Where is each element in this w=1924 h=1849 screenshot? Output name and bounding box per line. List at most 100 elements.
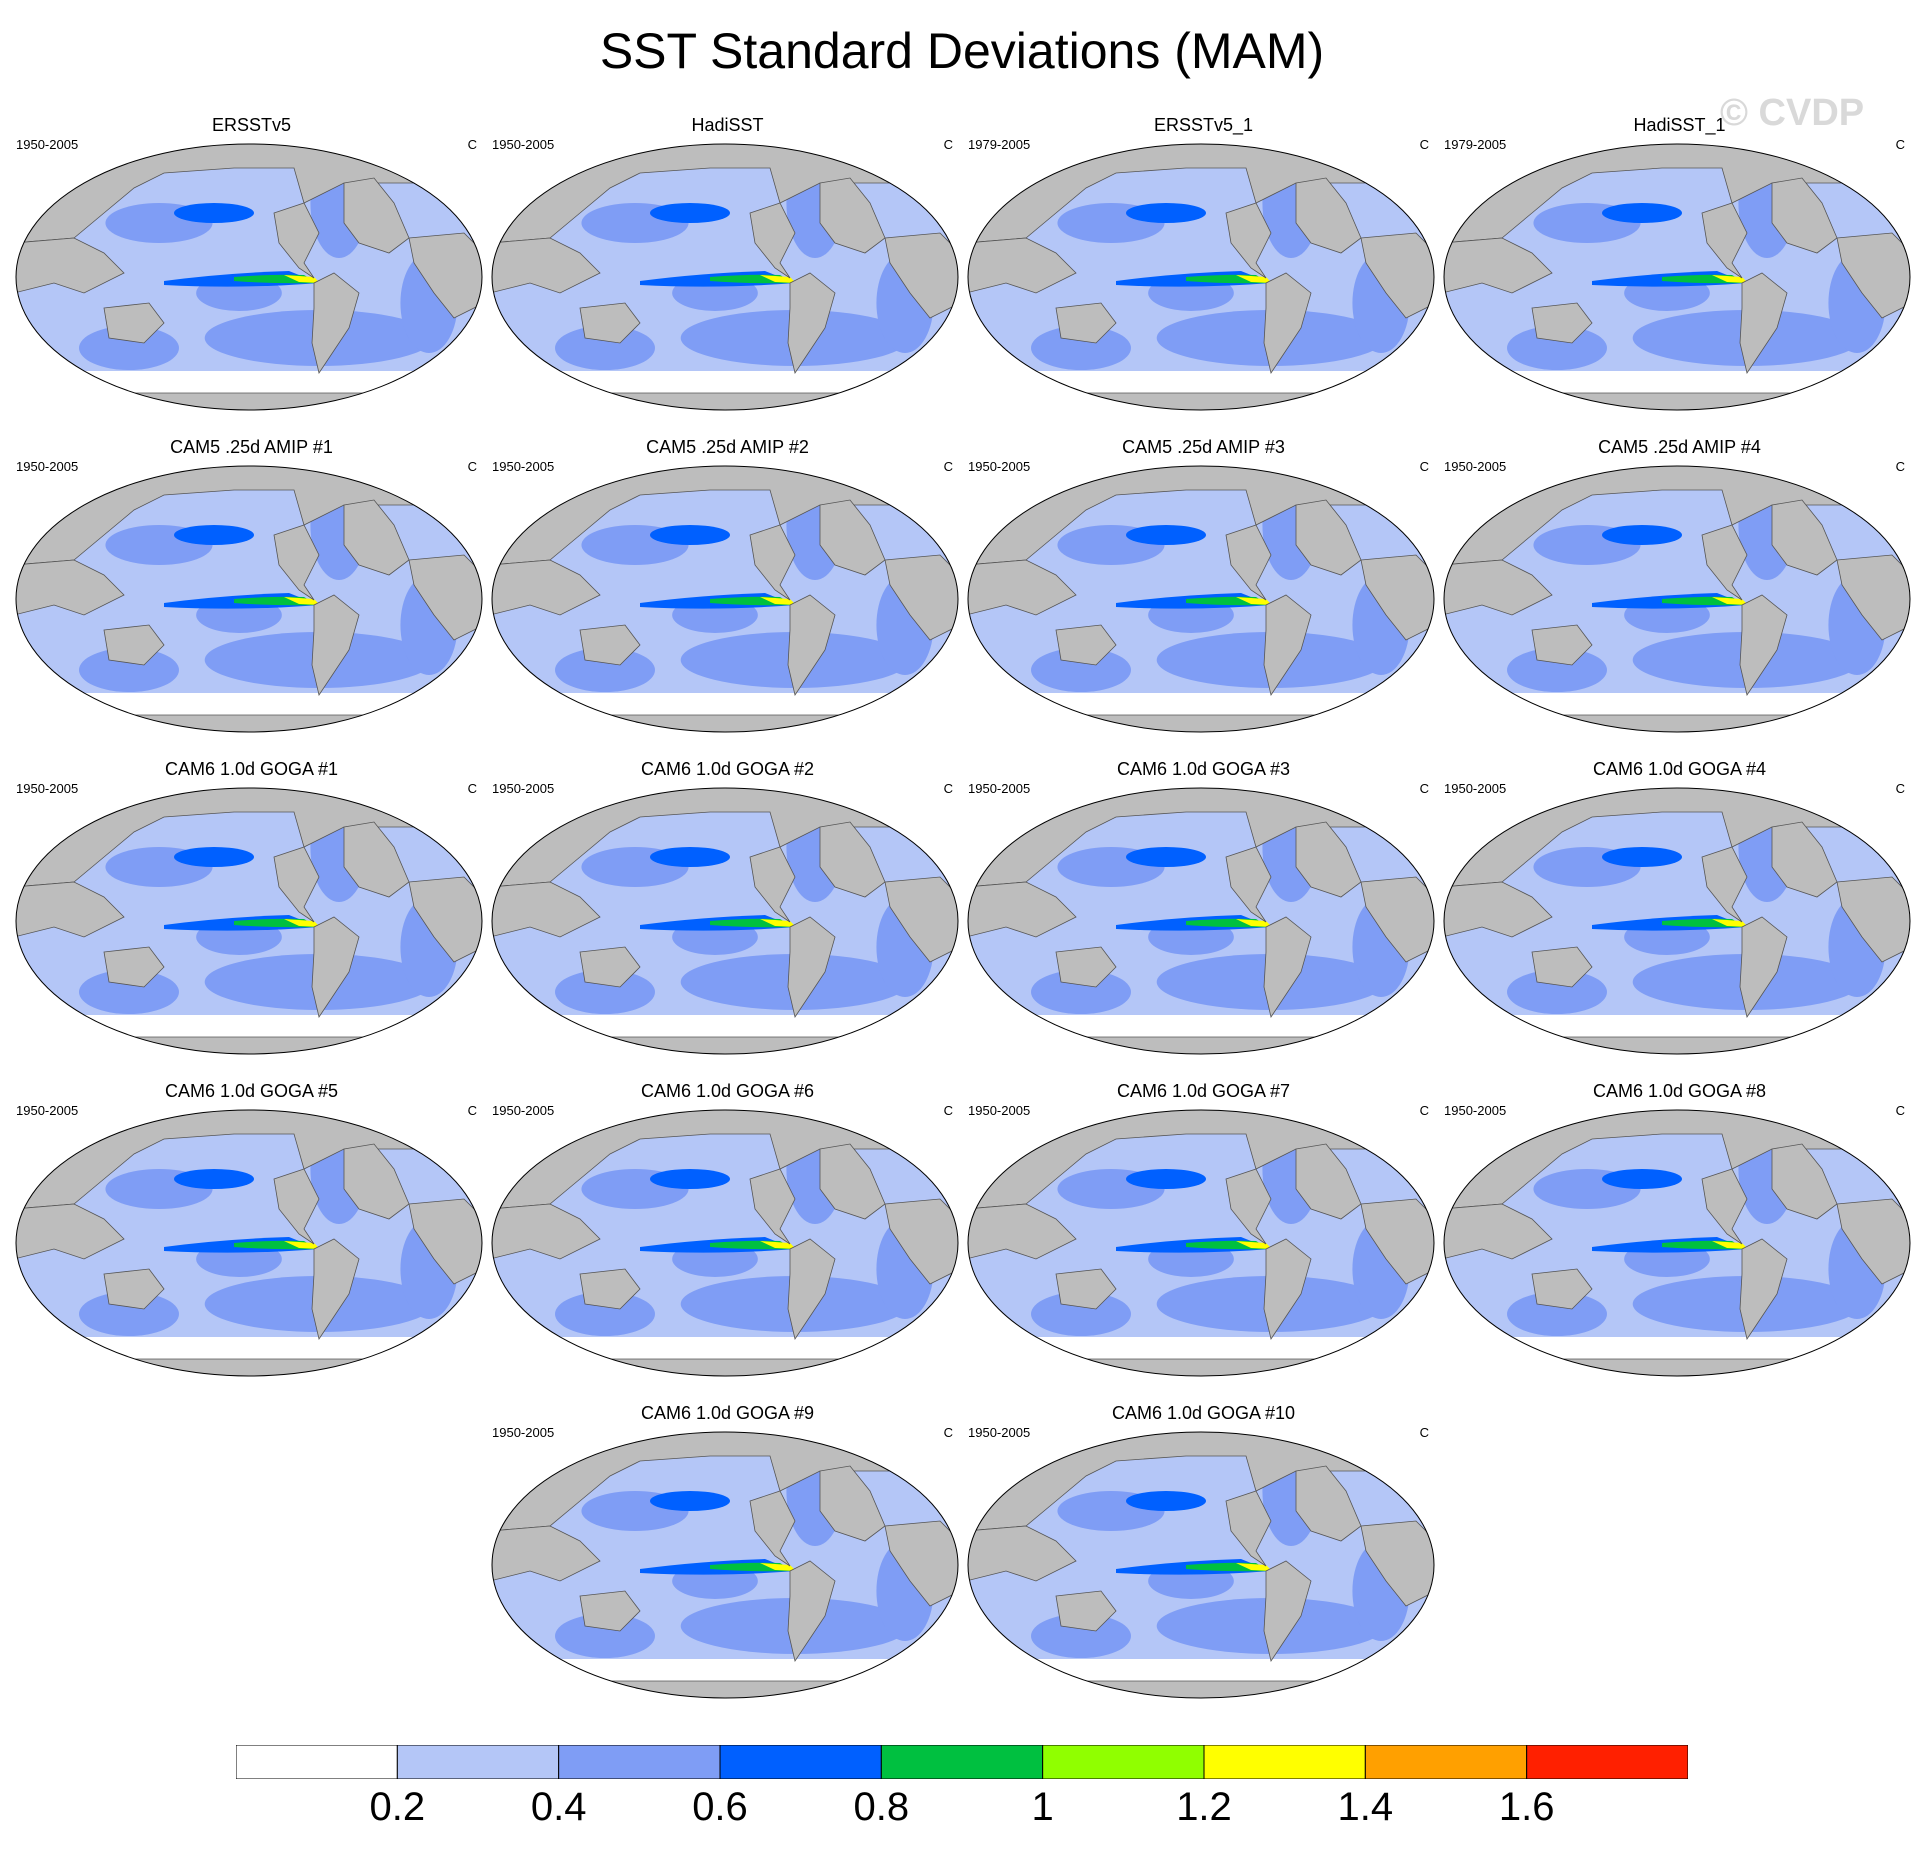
- panel-units: C: [943, 781, 953, 796]
- panel-units: C: [943, 137, 953, 152]
- colorbar-segment: [1526, 1745, 1688, 1779]
- panel-title: CAM5 .25d AMIP #3: [1122, 437, 1285, 457]
- land-mass: [579, 302, 641, 344]
- map-panel: ERSSTv5_1 1979-2005 C: [966, 115, 1441, 415]
- land-mass: [1055, 624, 1117, 666]
- map-panel: CAM6 1.0d GOGA #10 1950-2005 C: [966, 1403, 1441, 1703]
- land-mass: [311, 916, 360, 1018]
- land-mass: [1444, 559, 1553, 616]
- land-mass: [968, 1203, 1077, 1260]
- map-outline: [1443, 1109, 1911, 1377]
- panel-years: 1950-2005: [968, 459, 1031, 474]
- panel-units: C: [1419, 1103, 1429, 1118]
- sst-map: [491, 143, 959, 411]
- panel-title: CAM6 1.0d GOGA #1: [164, 759, 339, 779]
- cold-tongue-peak: [284, 597, 320, 605]
- cold-tongue-peak: [1712, 919, 1748, 927]
- land-mass: [343, 821, 410, 898]
- land-mass: [408, 554, 482, 641]
- land-mass: [1444, 1203, 1553, 1260]
- land-mass: [787, 1238, 836, 1340]
- land-mass: [749, 846, 796, 923]
- map-outline: [967, 465, 1435, 733]
- land-mass: [1225, 1168, 1272, 1245]
- map-outline: [967, 143, 1435, 411]
- panel-title: CAM5 .25d AMIP #4: [1598, 437, 1761, 457]
- panel-years: 1950-2005: [1444, 781, 1507, 796]
- cold-tongue-peak: [760, 275, 796, 283]
- sst-map: [967, 1431, 1435, 1699]
- colorbar-tick-label: 1: [1031, 1785, 1054, 1829]
- panel-years: 1950-2005: [16, 137, 79, 152]
- sst-patch: [1507, 1292, 1607, 1336]
- map-outline: [967, 1431, 1435, 1699]
- map-panel: CAM6 1.0d GOGA #4 1950-2005 C: [1442, 759, 1917, 1059]
- land-mass: [968, 237, 1077, 294]
- land-mass: [968, 714, 1434, 732]
- land-mass: [103, 302, 165, 344]
- land-mass: [1739, 272, 1788, 374]
- north-pacific-patch: [1126, 203, 1206, 223]
- land-mass: [16, 559, 125, 616]
- land-mass: [579, 946, 641, 988]
- panel-title: CAM6 1.0d GOGA #4: [1592, 759, 1767, 779]
- panel-years: 1950-2005: [492, 459, 555, 474]
- land-mass: [1263, 272, 1312, 374]
- southern-ocean-low: [16, 1015, 482, 1037]
- panel-title: CAM6 1.0d GOGA #2: [640, 759, 815, 779]
- panel-title: HadiSST: [691, 115, 764, 135]
- land-mass: [1360, 232, 1434, 319]
- land-mass: [749, 524, 796, 601]
- land-mass: [1836, 1198, 1910, 1285]
- land-mass: [1771, 177, 1838, 254]
- colorbar-segment: [396, 1745, 560, 1779]
- land-mass: [1739, 1238, 1788, 1340]
- panel-years: 1979-2005: [968, 137, 1031, 152]
- sst-map: [15, 787, 483, 1055]
- panel-units: C: [467, 137, 477, 152]
- sst-patch: [1031, 326, 1131, 370]
- land-mass: [16, 881, 125, 938]
- land-mass: [1295, 177, 1362, 254]
- land-mass: [1295, 1465, 1362, 1542]
- land-mass: [103, 624, 165, 666]
- north-pacific-patch: [650, 525, 730, 545]
- panel-units: C: [467, 459, 477, 474]
- map-panel: CAM5 .25d AMIP #1 1950-2005 C: [14, 437, 489, 737]
- north-pacific-patch: [1126, 1169, 1206, 1189]
- land-mass: [819, 1465, 886, 1542]
- land-mass: [273, 846, 320, 923]
- cold-tongue-peak: [284, 919, 320, 927]
- southern-ocean-low: [492, 1337, 958, 1359]
- map-panel: CAM6 1.0d GOGA #1 1950-2005 C: [14, 759, 489, 1059]
- colorbar-segment: [880, 1745, 1044, 1779]
- north-pacific-patch: [1602, 847, 1682, 867]
- cold-tongue-peak: [760, 1563, 796, 1571]
- map-outline: [15, 143, 483, 411]
- land-mass: [787, 916, 836, 1018]
- sst-patch: [555, 1292, 655, 1336]
- land-mass: [1531, 302, 1593, 344]
- southern-ocean-low: [492, 371, 958, 393]
- sst-patch: [79, 970, 179, 1014]
- panel-title: CAM6 1.0d GOGA #6: [640, 1081, 815, 1101]
- map-panel: CAM6 1.0d GOGA #5 1950-2005 C: [14, 1081, 489, 1381]
- land-mass: [16, 714, 482, 732]
- land-mass: [1836, 232, 1910, 319]
- land-mass: [1444, 881, 1553, 938]
- southern-ocean-low: [968, 693, 1434, 715]
- land-mass: [968, 1680, 1434, 1698]
- colorbar-segment: [236, 1745, 398, 1779]
- sst-patch: [555, 1614, 655, 1658]
- panel-years: 1950-2005: [16, 781, 79, 796]
- land-mass: [1225, 202, 1272, 279]
- north-pacific-patch: [650, 1491, 730, 1511]
- land-mass: [492, 392, 958, 410]
- cold-tongue-peak: [760, 597, 796, 605]
- colorbar-tick-label: 0.8: [853, 1785, 910, 1829]
- panel-years: 1950-2005: [492, 781, 555, 796]
- southern-ocean-low: [1444, 693, 1910, 715]
- southern-ocean-low: [492, 1659, 958, 1681]
- panel-years: 1979-2005: [1444, 137, 1507, 152]
- colorbar-tick-label: 1.6: [1498, 1785, 1555, 1829]
